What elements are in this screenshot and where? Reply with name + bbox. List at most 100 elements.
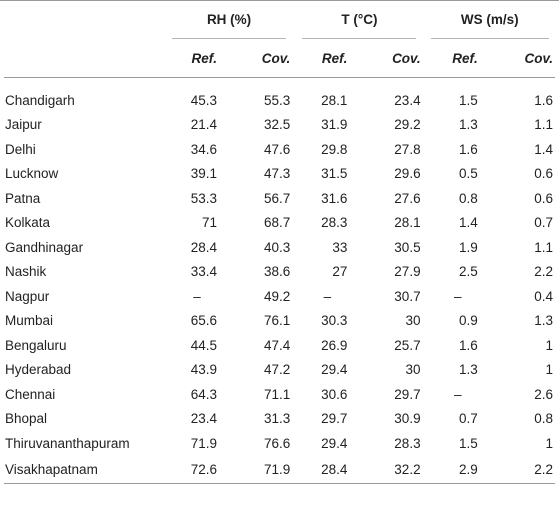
value-text: 29.4	[321, 362, 348, 378]
location-cell: Hyderabad	[5, 362, 72, 378]
table-row: Patna 53.3 56.7 31.6 27.6 0.8 0.6	[4, 186, 555, 211]
value-cell-t-cov: 30.7	[359, 284, 424, 309]
value-text: 1.3	[458, 362, 478, 378]
value-cell-t-cov: 30	[359, 358, 424, 383]
value-text: 1.3	[534, 313, 553, 329]
value-text: 25.7	[394, 337, 421, 353]
value-text: 72.6	[190, 461, 218, 477]
value-cell-t-ref: 28.3	[294, 211, 359, 236]
value-cell-ws-ref: –	[425, 284, 490, 309]
value-cell-ws-ref: 1.4	[425, 211, 490, 236]
value-cell-rh-cov: 32.5	[229, 113, 294, 138]
value-text: 1.6	[458, 141, 478, 157]
value-text: 28.3	[394, 435, 421, 451]
value-cell-t-ref: 30.6	[294, 382, 359, 407]
value-text: 2.2	[534, 264, 553, 280]
value-cell-rh-cov: 40.3	[229, 235, 294, 260]
value-cell-rh-cov: 47.6	[229, 137, 294, 162]
value-cell-ws-cov: 2.2	[489, 455, 555, 484]
value-cell-t-cov: 27.6	[359, 186, 424, 211]
value-cell-ws-cov: 1	[490, 333, 555, 358]
value-text: 43.9	[190, 362, 218, 378]
subheader-t-ref: Ref.	[294, 39, 360, 78]
value-text: 47.6	[263, 141, 291, 157]
value-cell-rh-cov: 55.3	[229, 88, 294, 113]
value-text: 0.5	[458, 166, 478, 182]
subheader-rh-ref: Ref.	[163, 39, 230, 78]
value-text: 0.6	[534, 190, 553, 206]
value-text: 1.4	[534, 141, 553, 157]
value-text: 47.4	[263, 337, 291, 353]
value-text: 71.9	[190, 435, 218, 451]
value-cell-t-ref: 29.8	[294, 137, 359, 162]
value-text: 68.7	[263, 215, 291, 231]
value-text: 1.9	[458, 239, 478, 255]
value-cell-ws-cov: 1	[490, 358, 555, 383]
value-cell-t-cov: 23.4	[359, 88, 424, 113]
value-text: 0.6	[534, 166, 553, 182]
value-text: 29.2	[394, 117, 421, 133]
value-text: 21.4	[190, 117, 218, 133]
value-cell-ws-cov: 0.7	[490, 211, 555, 236]
value-text: –	[453, 386, 462, 402]
value-cell-rh-cov: 31.3	[229, 407, 294, 432]
value-cell-t-cov: 29.7	[359, 382, 424, 407]
value-text: 1	[545, 337, 553, 353]
value-text: 44.5	[190, 337, 218, 353]
value-cell-rh-cov: 47.3	[229, 162, 294, 187]
value-cell-rh-cov: 68.7	[229, 211, 294, 236]
value-text: 2.2	[534, 461, 553, 477]
value-text: 2.9	[458, 461, 478, 477]
table-row: Jaipur 21.4 32.5 31.9 29.2 1.3 1.1	[4, 113, 555, 138]
group-label: RH (%)	[172, 12, 287, 39]
value-text: 34.6	[190, 141, 218, 157]
table-row: Hyderabad 43.9 47.2 29.4 30 1.3 1	[4, 358, 555, 383]
group-header-rh: RH (%)	[164, 0, 294, 39]
value-cell-t-cov: 32.2	[359, 455, 425, 484]
subheader-t-cov: Cov.	[359, 39, 425, 78]
value-text: 30.3	[321, 313, 348, 329]
value-text: 29.8	[321, 141, 348, 157]
value-cell-ws-ref: 0.7	[425, 407, 490, 432]
location-subheader	[4, 39, 164, 78]
value-cell-rh-ref: 28.4	[164, 235, 229, 260]
value-text: 56.7	[263, 190, 291, 206]
value-cell-ws-cov: 0.4	[490, 284, 555, 309]
value-cell-rh-cov: 76.1	[229, 309, 294, 334]
value-cell-t-cov: 29.6	[359, 162, 424, 187]
table-row: Gandhinagar 28.4 40.3 33 30.5 1.9 1.1	[4, 235, 555, 260]
value-text: 32.2	[394, 461, 421, 477]
value-text: 76.6	[263, 435, 291, 451]
value-text: 71	[202, 215, 218, 231]
value-cell-t-ref: 31.9	[294, 113, 359, 138]
value-text: 31.6	[321, 190, 348, 206]
value-text: 0.7	[534, 215, 553, 231]
value-cell-rh-ref: 64.3	[164, 382, 229, 407]
table-row: Kolkata 71 68.7 28.3 28.1 1.4 0.7	[4, 211, 555, 236]
value-cell-rh-ref: 44.5	[164, 333, 229, 358]
value-cell-t-ref: 26.9	[294, 333, 359, 358]
group-label: T (°C)	[302, 12, 417, 39]
value-text: 30.7	[394, 288, 421, 304]
value-text: 1.5	[458, 435, 478, 451]
table-row: Thiruvananthapuram 71.9 76.6 29.4 28.3 1.5 1	[4, 431, 555, 456]
table-row: Mumbai 65.6 76.1 30.3 30 0.9 1.3	[4, 309, 555, 334]
value-cell-ws-cov: 0.6	[490, 162, 555, 187]
value-text: 0.4	[534, 288, 553, 304]
value-cell-ws-cov: 1.4	[490, 137, 555, 162]
value-text: 30.6	[321, 386, 348, 402]
value-cell-t-ref: 29.7	[294, 407, 359, 432]
value-cell-ws-ref: 1.9	[425, 235, 490, 260]
value-cell-rh-cov: 76.6	[229, 431, 294, 456]
location-cell: Mumbai	[5, 313, 54, 329]
location-cell: Nagpur	[5, 288, 50, 304]
table-row: Lucknow 39.1 47.3 31.5 29.6 0.5 0.6	[4, 162, 555, 187]
value-cell-t-ref: 28.1	[294, 88, 359, 113]
value-text: 1.1	[534, 117, 553, 133]
value-text: 76.1	[263, 313, 291, 329]
value-text: 28.3	[321, 215, 348, 231]
table-row: Chennai 64.3 71.1 30.6 29.7 – 2.6	[4, 382, 555, 407]
climate-table: RH (%) T (°C) WS (m/s) Ref. Cov. Ref. Co…	[4, 0, 555, 484]
value-cell-ws-ref: 1.3	[425, 358, 490, 383]
